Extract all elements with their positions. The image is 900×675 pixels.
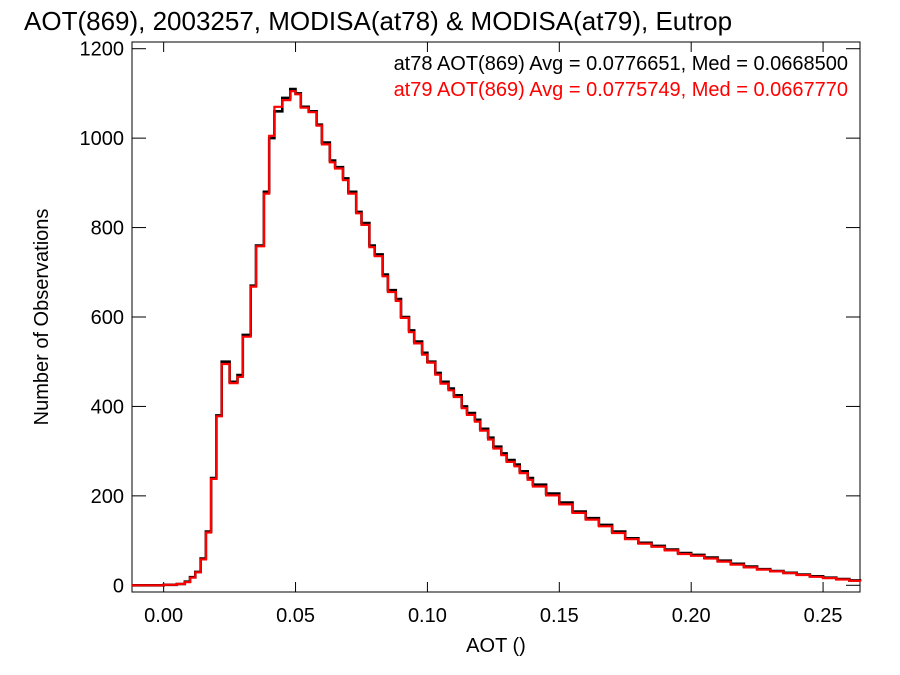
y-tick-label: 0 (113, 575, 124, 597)
y-axis-ticks: 0 200 400 600 800 1000 1200 (80, 39, 860, 597)
x-tick-label: 0.00 (144, 605, 183, 627)
y-tick-label: 1200 (80, 39, 125, 61)
x-tick-label: 0.25 (804, 605, 843, 627)
annotation-at79-stats: at79 AOT(869) Avg = 0.0775749, Med = 0.0… (394, 79, 848, 101)
x-axis-label: AOT () (466, 635, 526, 657)
y-tick-label: 800 (91, 218, 124, 240)
x-tick-label: 0.15 (540, 605, 579, 627)
series-line-at78 (132, 87, 862, 587)
y-tick-label: 400 (91, 396, 124, 418)
y-axis-label: Number of Observations (31, 209, 53, 426)
chart-title: AOT(869), 2003257, MODISA(at78) & MODISA… (24, 6, 732, 36)
x-axis-ticks: 0.00 0.05 0.10 0.15 0.20 0.25 (144, 42, 843, 627)
series-layer (132, 87, 862, 587)
series-line-at79 (132, 90, 862, 587)
x-tick-label: 0.10 (408, 605, 447, 627)
y-tick-label: 1000 (80, 128, 125, 150)
x-tick-label: 0.20 (672, 605, 711, 627)
plot-area-frame (131, 41, 861, 593)
y-tick-label: 200 (91, 486, 124, 508)
x-tick-label: 0.05 (276, 605, 315, 627)
annotation-at78-stats: at78 AOT(869) Avg = 0.0776651, Med = 0.0… (394, 53, 848, 75)
y-tick-label: 600 (91, 307, 124, 329)
